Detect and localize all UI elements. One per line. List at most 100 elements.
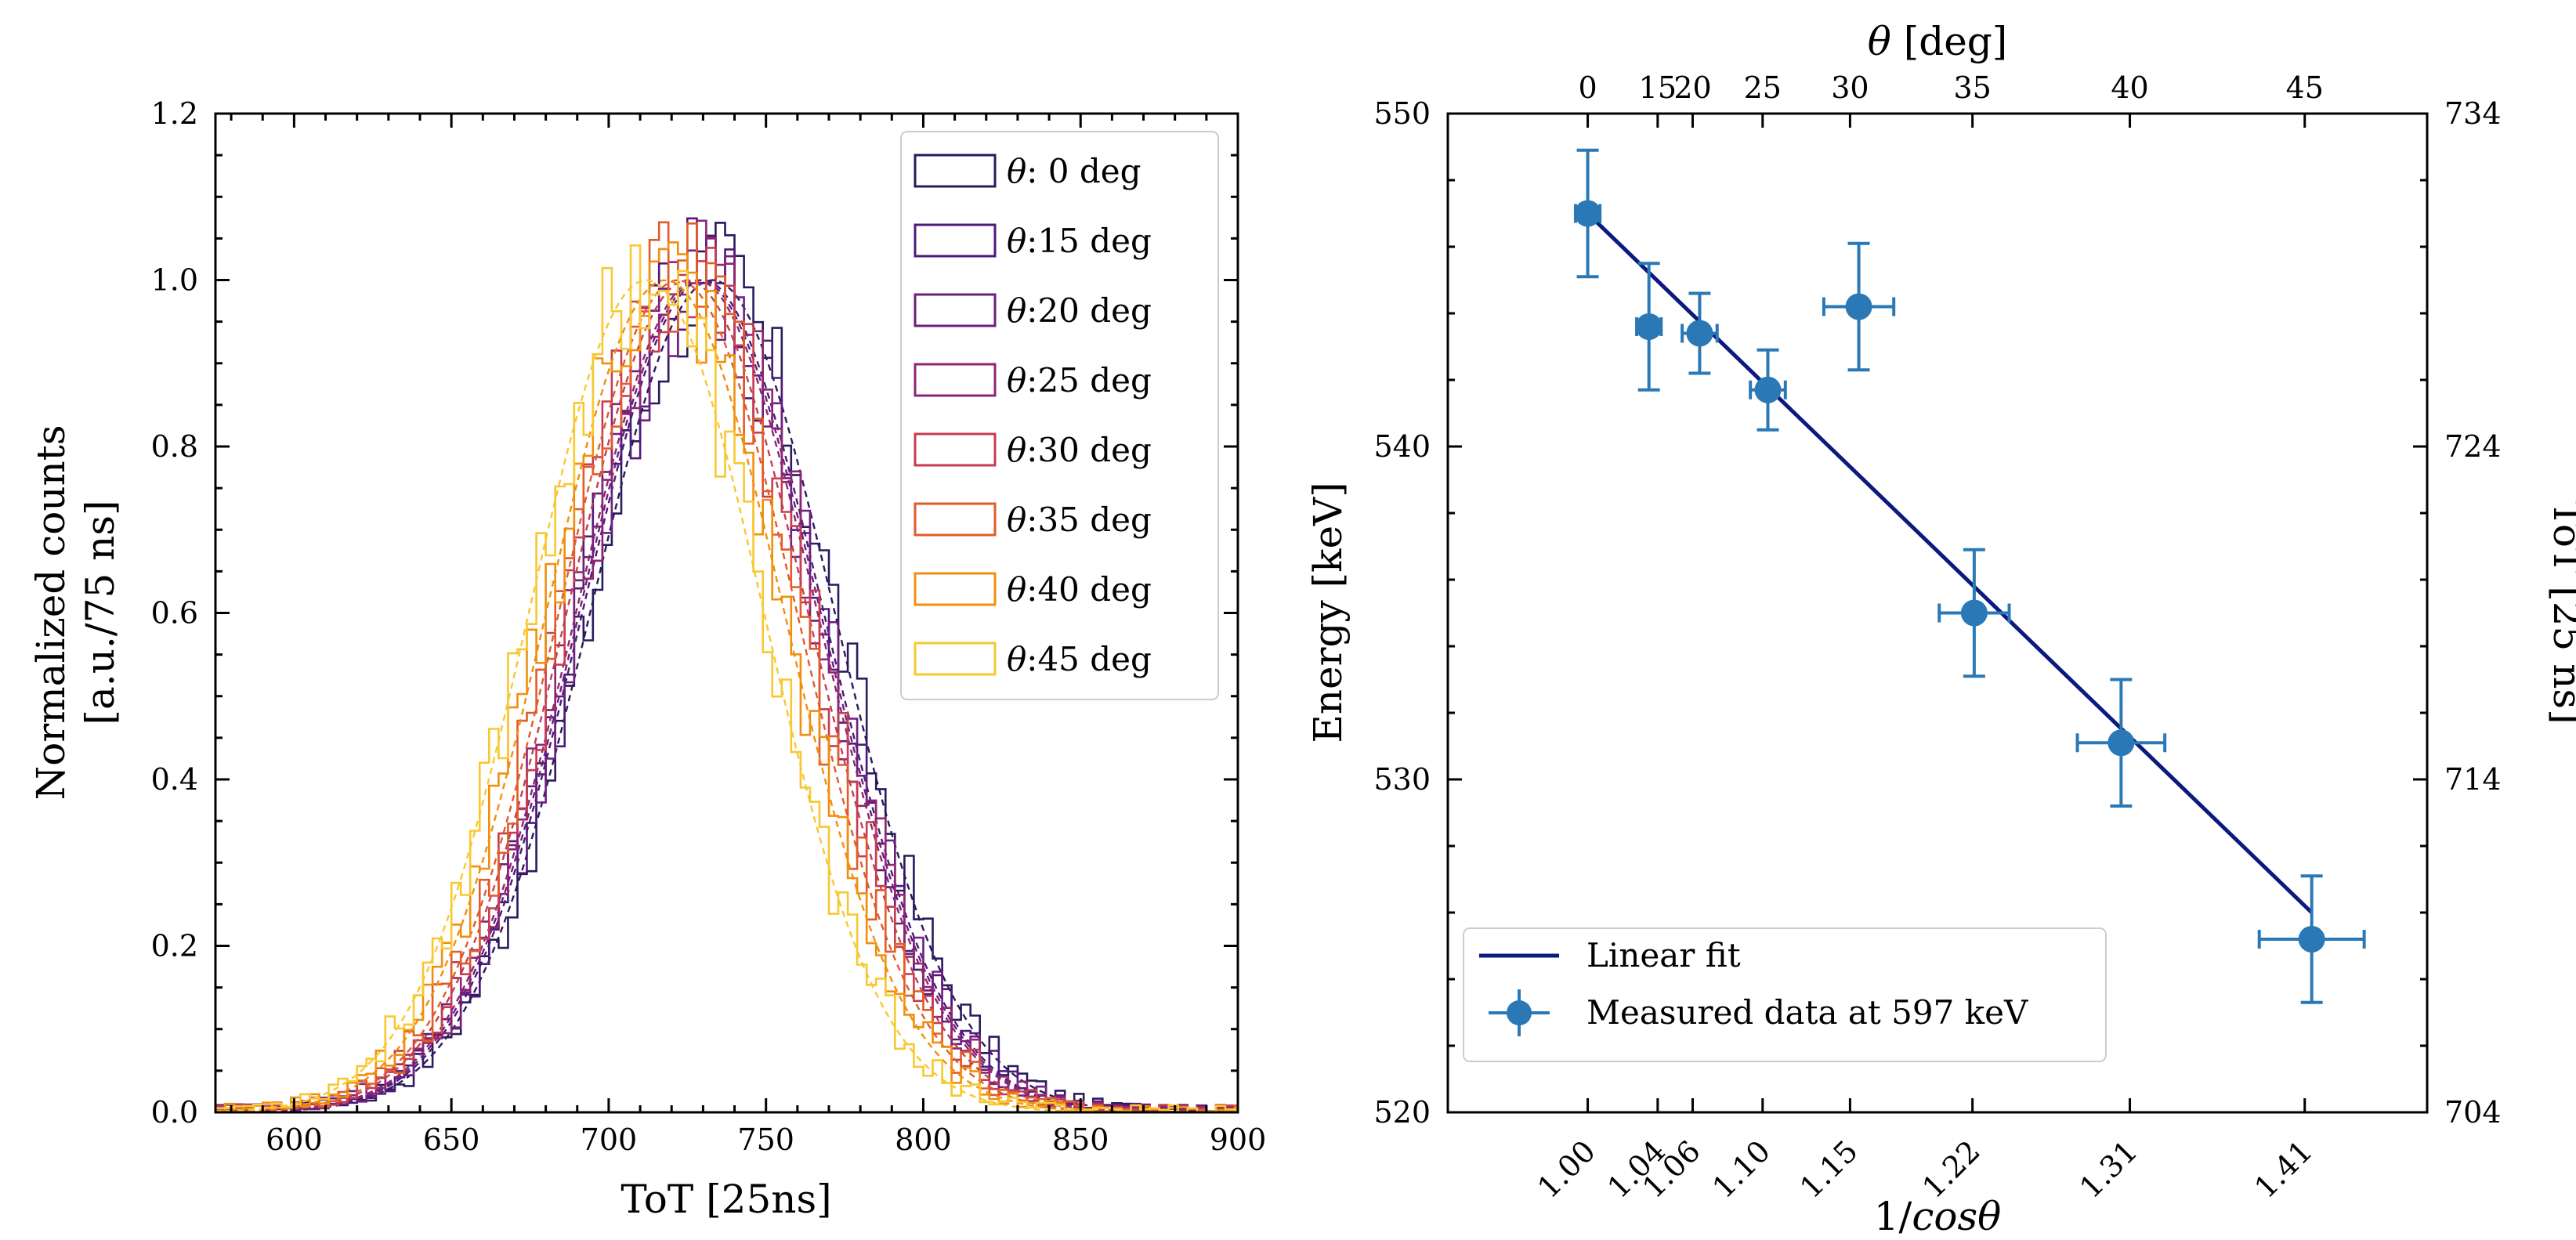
legend-swatch-2 <box>914 293 997 327</box>
histogram-x-tick-label: 750 <box>737 1123 794 1157</box>
legend-fit-label: Linear fit <box>1586 936 1741 974</box>
histogram-y-tick-label: 0.0 <box>151 1095 198 1130</box>
legend-label-symbol: θ <box>1007 640 1026 678</box>
energy-y-tick-label: 530 <box>1373 762 1431 797</box>
histogram-x-tick-label: 800 <box>895 1123 952 1157</box>
data-point-1 <box>1635 313 1662 340</box>
legend-swatch-3 <box>914 363 997 397</box>
legend-label-0: θ: 0 deg <box>1007 152 1141 190</box>
energy-x-tick-label: 1.31 <box>2073 1133 2144 1205</box>
legend-data-swatch-marker <box>1507 1000 1532 1025</box>
legend-label-3: θ:25 deg <box>1007 361 1152 399</box>
histogram-y-tick-label: 0.8 <box>151 429 198 464</box>
energy-x-tick-label: 1.10 <box>1706 1133 1777 1205</box>
legend-label-1: θ:15 deg <box>1007 222 1152 260</box>
legend-swatch-0 <box>914 154 997 188</box>
energy-axes-frame <box>1446 112 2429 1114</box>
legend-label-text: :35 deg <box>1026 501 1152 539</box>
histogram-y-tick-label: 1.0 <box>151 263 198 298</box>
energy-series-group <box>1573 148 2366 1004</box>
energy-top-axis-label-symbol: θ <box>1868 19 1891 64</box>
data-point-0 <box>1574 200 1601 227</box>
histogram-legend-box <box>900 131 1219 700</box>
legend-label-symbol: θ <box>1007 570 1026 609</box>
legend-label-text: :40 deg <box>1026 570 1152 609</box>
histogram-series-5 <box>215 221 1238 1112</box>
histogram-y-axis-label-line2: [a.u./75 ns] <box>78 500 123 725</box>
gaussian-fit-4 <box>215 279 1235 1112</box>
legend-label-symbol: θ <box>1007 291 1026 330</box>
energy-panel: 1.0001.04151.06201.10251.15301.22351.314… <box>1305 19 2576 1239</box>
legend-label-symbol: θ <box>1007 152 1026 190</box>
energy-legend-box <box>1463 927 2107 1062</box>
histogram-series-group <box>215 217 1238 1112</box>
energy-x-tick-label: 1.15 <box>1793 1133 1865 1205</box>
legend-label-4: θ:30 deg <box>1007 431 1152 469</box>
energy-y-tick-label: 550 <box>1373 96 1431 131</box>
histogram-ticks: 600 650 700 750 800 850 900 0.0 0.2 0.4 0.6 0.8 1.0 1… <box>151 96 1267 1157</box>
energy-top-tick-label: 0 <box>1578 70 1597 105</box>
legend-label-text: :45 deg <box>1026 640 1152 678</box>
energy-right-y-tick-label: 704 <box>2444 1095 2502 1130</box>
histogram-y-axis-label-line1: Normalized counts <box>28 425 74 800</box>
histogram-x-tick-label: 900 <box>1210 1123 1267 1157</box>
legend-label-text: :15 deg <box>1026 222 1152 260</box>
legend-label-text: :25 deg <box>1026 361 1152 399</box>
legend-swatch-5 <box>914 502 997 537</box>
energy-x-axis-label-italic: cosθ <box>1912 1194 2001 1239</box>
data-point-5 <box>1960 599 1988 627</box>
legend-swatch-4 <box>914 432 997 467</box>
energy-x-tick-label: 1.41 <box>2248 1133 2319 1205</box>
energy-top-tick-label: 20 <box>1673 70 1711 105</box>
histogram-panel: 600 650 700 750 800 850 900 0.0 0.2 0.4 0.6 0.8 1.0 1… <box>28 96 1266 1222</box>
energy-right-y-tick-label: 714 <box>2444 762 2502 797</box>
legend-label-symbol: θ <box>1007 361 1026 399</box>
legend-label-6: θ:40 deg <box>1007 570 1152 609</box>
legend-swatch-7 <box>914 642 997 676</box>
histogram-x-tick-label: 850 <box>1052 1123 1109 1157</box>
data-point-7 <box>2298 926 2325 953</box>
legend-label-2: θ:20 deg <box>1007 291 1152 330</box>
legend-data-label: Measured data at 597 keV <box>1586 993 2028 1032</box>
legend-label-symbol: θ <box>1007 222 1026 260</box>
legend-label-text: : 0 deg <box>1026 152 1141 190</box>
histogram-x-axis-label: ToT [25ns] <box>620 1177 831 1222</box>
histogram-x-tick-label: 700 <box>581 1123 638 1157</box>
energy-top-axis-label-suffix: [deg] <box>1891 19 2008 64</box>
histogram-y-tick-label: 0.6 <box>151 596 198 631</box>
energy-x-axis-label: 1/cosθ <box>1874 1194 2002 1239</box>
energy-right-y-tick-label: 724 <box>2444 429 2502 464</box>
legend-label-7: θ:45 deg <box>1007 640 1152 678</box>
data-point-3 <box>1754 376 1782 403</box>
energy-top-tick-label: 15 <box>1639 70 1677 105</box>
histogram-y-tick-label: 1.2 <box>151 96 198 131</box>
legend-swatch-1 <box>914 223 997 258</box>
legend-label-5: θ:35 deg <box>1007 501 1152 539</box>
energy-x-tick-label: 1.00 <box>1531 1133 1602 1205</box>
energy-top-tick-label: 35 <box>1953 70 1991 105</box>
legend-label-text: :20 deg <box>1026 291 1152 330</box>
legend-label-symbol: θ <box>1007 501 1026 539</box>
energy-y-tick-label: 540 <box>1373 429 1431 464</box>
gaussian-fit-7 <box>215 279 1235 1112</box>
histogram-y-tick-label: 0.4 <box>151 762 198 797</box>
histogram-x-tick-label: 600 <box>266 1123 323 1157</box>
histogram-series-7 <box>215 244 1238 1112</box>
energy-top-tick-label: 25 <box>1744 70 1782 105</box>
energy-legend: Linear fit Measured data at 597 keV <box>1463 927 2107 1062</box>
linear-fit-line <box>1586 211 2314 914</box>
energy-top-tick-label: 45 <box>2286 70 2324 105</box>
data-point-2 <box>1686 320 1713 347</box>
histogram-y-tick-label: 0.2 <box>151 929 198 963</box>
legend-label-text: :30 deg <box>1026 431 1152 469</box>
histogram-series-1 <box>215 217 1238 1112</box>
histogram-x-tick-label: 650 <box>423 1123 480 1157</box>
energy-y-axis-label: Energy [keV] <box>1305 482 1351 743</box>
legend-label-symbol: θ <box>1007 431 1026 469</box>
energy-right-y-axis-label: ToT [25 ns] <box>2545 501 2576 724</box>
energy-right-y-tick-label: 734 <box>2444 96 2502 131</box>
energy-x-axis-label-prefix: 1/ <box>1874 1194 1912 1239</box>
legend-swatch-6 <box>914 572 997 606</box>
